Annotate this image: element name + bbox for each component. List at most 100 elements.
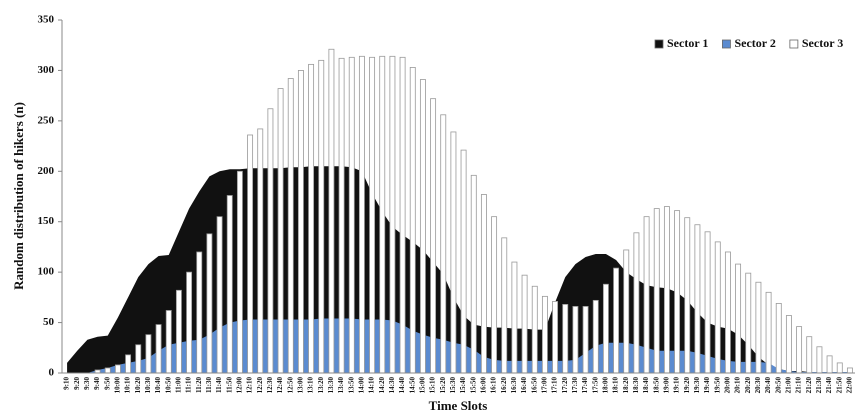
y-tick-label: 150: [38, 215, 55, 227]
bar: [358, 55, 365, 374]
x-tick-label: 18:30: [632, 377, 640, 394]
x-tick-label: 21:00: [785, 377, 793, 394]
bar: [480, 194, 487, 374]
x-tick-label: 16:10: [490, 377, 498, 394]
bar: [562, 304, 569, 374]
x-tick-label: 18:50: [652, 377, 660, 394]
x-tick-label: 13:50: [347, 377, 355, 394]
bar: [674, 210, 681, 374]
x-tick-label: 18:20: [622, 377, 630, 394]
x-tick-label: 18:00: [602, 377, 610, 394]
x-tick-label: 20:20: [744, 377, 752, 394]
x-tick-label: 17:50: [591, 377, 599, 394]
bar: [409, 67, 416, 374]
x-tick-label: 13:10: [307, 377, 315, 394]
x-tick-label: 20:40: [764, 377, 772, 394]
bar: [704, 231, 711, 374]
bar: [399, 56, 406, 374]
bar: [389, 55, 396, 374]
x-tick-label: 11:00: [175, 377, 183, 393]
x-tick-label: 12:00: [236, 377, 244, 394]
x-tick-label: 9:20: [73, 377, 81, 390]
x-tick-label: 19:50: [713, 377, 721, 394]
x-tick-label: 10:20: [134, 377, 142, 394]
y-axis-title: Random distribution of hikers (n): [11, 102, 26, 290]
bar: [104, 367, 111, 374]
bar: [114, 364, 121, 374]
bar: [602, 283, 609, 374]
x-tick-label: 15:10: [429, 377, 437, 394]
x-tick-label: 10:30: [144, 377, 152, 394]
bar: [684, 217, 691, 374]
x-tick-label: 17:30: [571, 377, 579, 394]
bar: [460, 149, 467, 374]
bar: [643, 216, 650, 374]
x-tick-label: 20:30: [754, 377, 762, 394]
x-tick-label: 16:00: [480, 377, 488, 394]
bar: [745, 272, 752, 374]
bar: [369, 56, 376, 374]
x-tick-label: 12:10: [246, 377, 254, 394]
bar: [135, 344, 142, 374]
x-tick-label: 20:50: [774, 377, 782, 394]
x-tick-label: 19:40: [703, 377, 711, 394]
x-tick-label: 19:30: [693, 377, 701, 394]
bar: [236, 170, 243, 374]
bar: [501, 237, 508, 374]
legend-swatch: [789, 39, 799, 49]
bar: [308, 63, 315, 374]
bar: [775, 303, 782, 374]
x-tick-label: 17:00: [541, 377, 549, 394]
x-tick-label: 10:50: [164, 377, 172, 394]
x-tick-label: 13:20: [317, 377, 325, 394]
x-tick-label: 10:40: [154, 377, 162, 394]
x-tick-label: 9:10: [63, 377, 71, 390]
bar: [257, 128, 264, 374]
bar: [440, 114, 447, 374]
x-tick-label: 11:50: [225, 377, 233, 393]
bar: [541, 295, 548, 374]
x-tick-label: 16:20: [500, 377, 508, 394]
x-tick-label: 12:20: [256, 377, 264, 394]
bar: [247, 134, 254, 374]
bar: [186, 271, 193, 374]
y-tick-label: 0: [49, 367, 55, 379]
x-tick-label: 10:10: [124, 377, 132, 394]
bar: [836, 362, 843, 374]
bar: [846, 367, 853, 374]
legend-label: Sector 1: [667, 36, 708, 50]
x-tick-label: 11:30: [205, 377, 213, 393]
x-tick-label: 12:50: [286, 377, 294, 394]
y-tick-label: 300: [38, 64, 55, 76]
bar: [196, 251, 203, 374]
bar: [633, 232, 640, 374]
bar: [216, 216, 223, 374]
x-tick-label: 14:00: [358, 377, 366, 394]
x-tick-label: 21:30: [815, 377, 823, 394]
x-tick-label: 12:40: [276, 377, 284, 394]
bar: [328, 48, 335, 374]
bar: [348, 56, 355, 374]
x-tick-label: 11:20: [195, 377, 203, 393]
x-tick-label: 14:10: [368, 377, 376, 394]
x-tick-label: 9:40: [93, 377, 101, 390]
bar: [694, 224, 701, 374]
x-tick-label: 21:40: [825, 377, 833, 394]
bar: [663, 206, 670, 374]
legend-swatch: [722, 39, 731, 49]
bar: [572, 306, 579, 374]
x-tick-label: 14:30: [388, 377, 396, 394]
bar: [755, 281, 762, 374]
x-tick-label: 17:40: [581, 377, 589, 394]
x-tick-label: 19:10: [673, 377, 681, 394]
x-tick-label: 19:00: [663, 377, 671, 394]
bar: [419, 79, 426, 374]
x-tick-label: 19:20: [683, 377, 691, 394]
x-tick-label: 18:40: [642, 377, 650, 394]
y-tick-label: 200: [38, 165, 55, 177]
bar: [277, 88, 284, 374]
y-tick-label: 350: [38, 14, 55, 26]
bar: [287, 78, 294, 374]
x-tick-label: 13:00: [297, 377, 305, 394]
bar: [267, 108, 274, 374]
